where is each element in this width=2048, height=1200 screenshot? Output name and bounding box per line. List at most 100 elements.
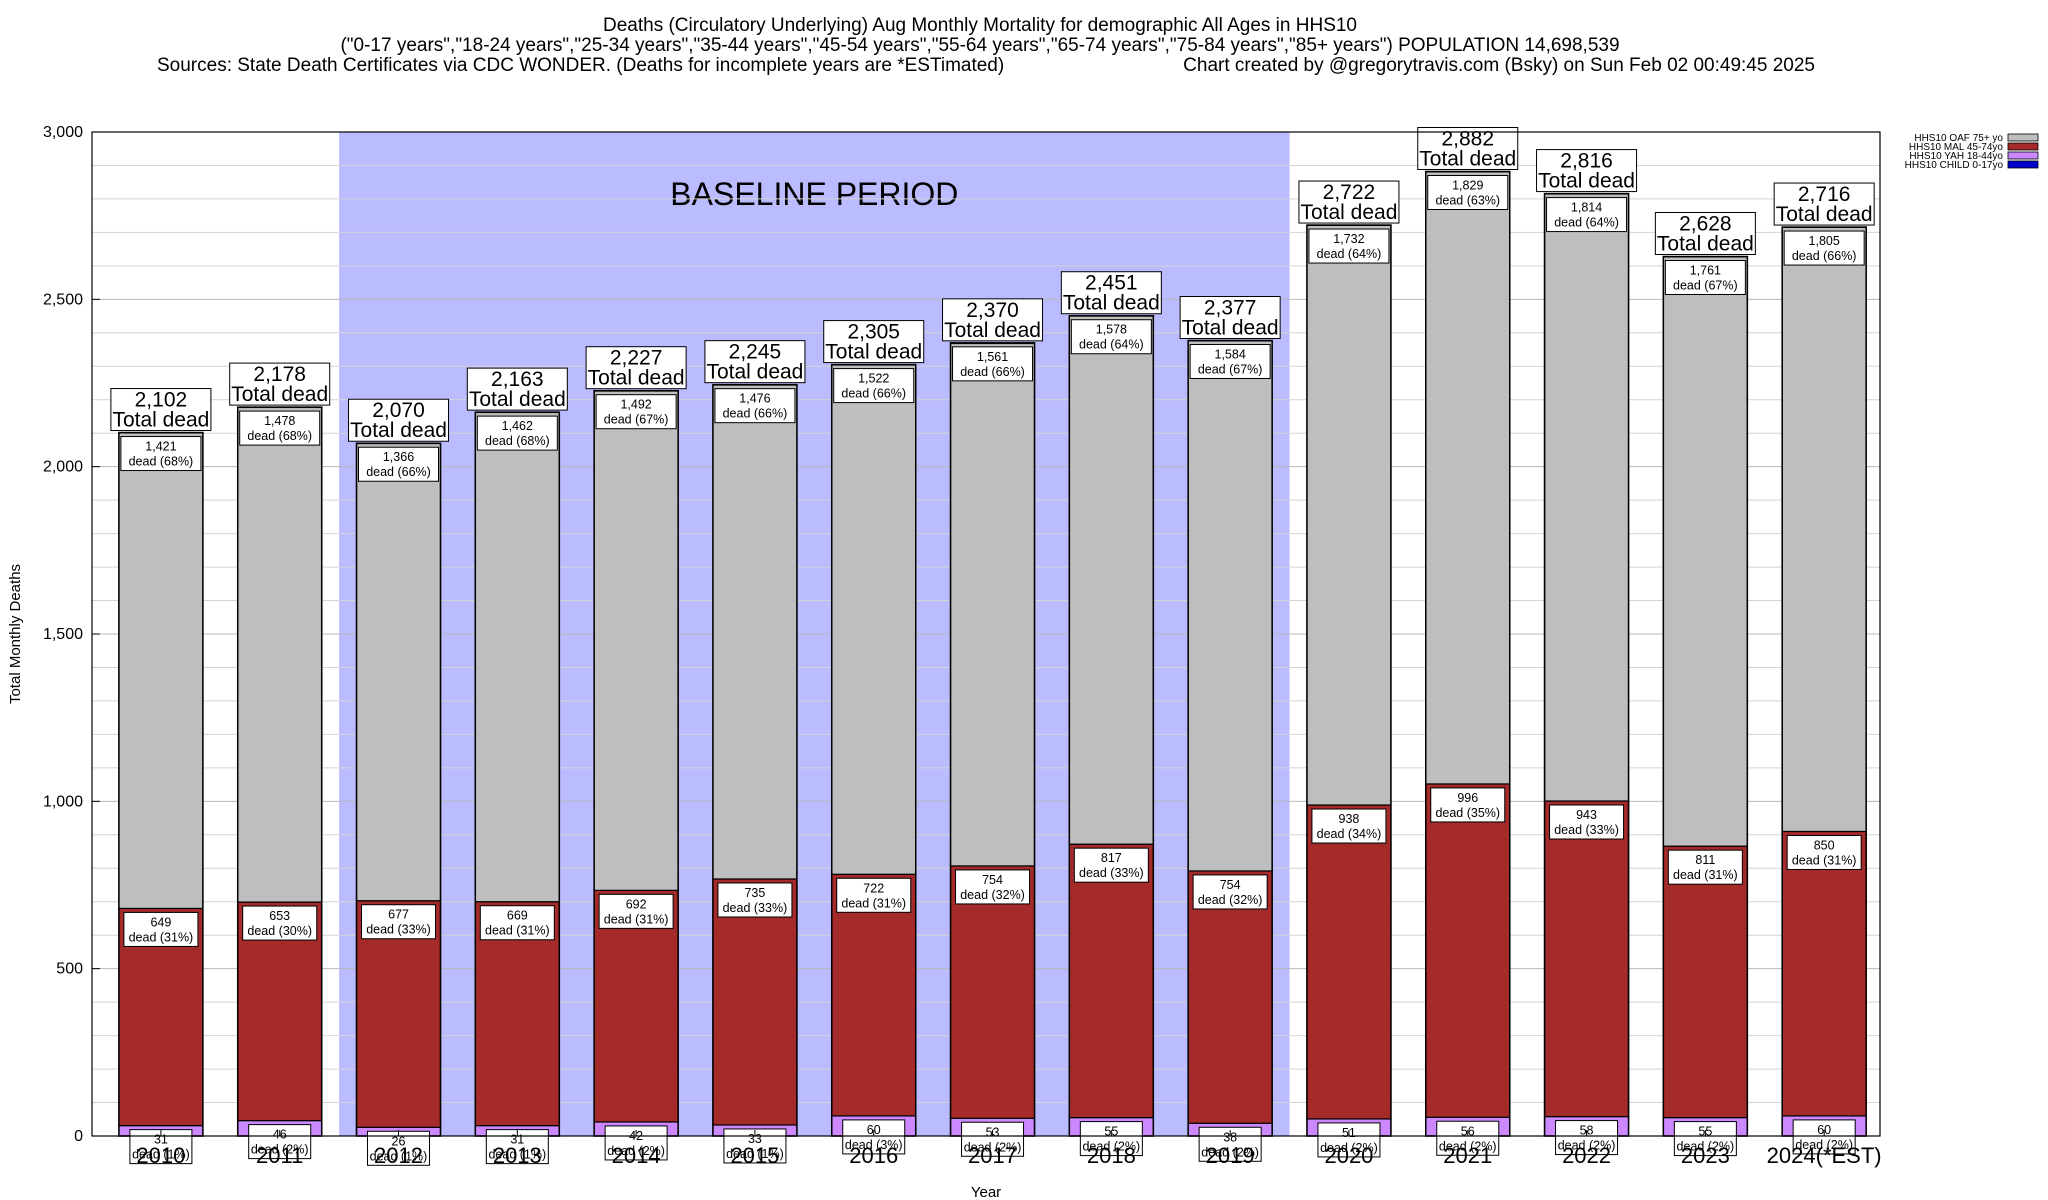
mal-label-value: 817 <box>1101 851 1122 865</box>
total-label-value: 2,070 <box>372 399 425 422</box>
mal-label-box <box>123 911 199 947</box>
bar-segment <box>949 342 1036 867</box>
legend-swatch <box>2007 151 2039 160</box>
oaf-label-value: 1,421 <box>145 440 176 454</box>
bar-segment <box>1306 224 1392 806</box>
mal-label-box <box>1192 874 1268 910</box>
legend-swatch <box>2007 142 2039 151</box>
oaf-label-pct: dead (64%) <box>1079 338 1144 352</box>
mal-label-value: 754 <box>982 873 1003 887</box>
oaf-label-box <box>1308 228 1390 264</box>
oaf-label-value: 1,761 <box>1690 263 1721 277</box>
oaf-label-box <box>476 415 558 451</box>
total-label-suffix: Total dead <box>1182 316 1279 339</box>
mal-label-box <box>361 904 437 940</box>
mal-label-pct: dead (33%) <box>1079 866 1144 880</box>
oaf-label-pct: dead (67%) <box>1673 278 1738 292</box>
total-label-suffix: Total dead <box>1300 201 1397 224</box>
oaf-label-box <box>239 410 321 446</box>
oaf-label-pct: dead (68%) <box>129 455 194 469</box>
yah-label-value: 60 <box>1817 1123 1831 1137</box>
mal-label-value: 943 <box>1576 808 1597 822</box>
y-axis-label: Total Monthly Deaths <box>7 564 24 704</box>
x-tick-label: 2011 <box>256 1143 303 1168</box>
yah-label-box <box>1079 1121 1143 1157</box>
yah-label-pct: dead (2%) <box>964 1140 1022 1154</box>
legend-item: HHS10 CHILD 0-17yo <box>1905 160 2039 171</box>
bar-segment <box>593 889 679 1123</box>
total-label-box <box>704 340 806 384</box>
oaf-label-value: 1,732 <box>1333 232 1364 246</box>
bar-segment <box>474 411 560 903</box>
x-tick-label: 2022 <box>1562 1143 1611 1168</box>
total-label-value: 2,451 <box>1085 272 1138 295</box>
bar-segment <box>831 873 917 1117</box>
total-label-suffix: Total dead <box>588 367 685 390</box>
oaf-label-value: 1,805 <box>1809 234 1840 248</box>
total-label-suffix: Total dead <box>469 388 566 411</box>
total-label-box <box>585 346 687 390</box>
total-label-value: 2,227 <box>610 347 663 370</box>
total-label-suffix: Total dead <box>112 409 209 432</box>
mal-label-box <box>1549 804 1625 840</box>
bar-segment <box>1662 845 1748 1119</box>
bar-segment <box>1543 193 1630 802</box>
y-tick-label: 2,500 <box>43 291 83 308</box>
chart-title-line-1: Deaths (Circulatory Underlying) Aug Mont… <box>603 15 1357 36</box>
total-label-value: 2,882 <box>1441 127 1494 150</box>
total-label-box <box>229 362 331 406</box>
total-label-suffix: Total dead <box>706 361 803 384</box>
bar-segment <box>1068 315 1154 845</box>
bar-segment <box>1306 804 1392 1120</box>
mal-label-value: 653 <box>269 909 290 923</box>
y-tick-label: 2,000 <box>43 459 83 476</box>
oaf-label-pct: dead (68%) <box>485 434 550 448</box>
oaf-label-value: 1,366 <box>383 450 414 464</box>
bar-segment <box>712 384 798 880</box>
yah-label-value: 26 <box>392 1134 406 1148</box>
mal-label-pct: dead (35%) <box>1435 806 1500 820</box>
bar-segment <box>118 432 204 910</box>
axis-layer: 0 500 1,000 1,500 2,000 2,500 3,000 2010 2011 201… <box>43 124 1882 1168</box>
total-label-box <box>1536 149 1638 193</box>
legend-item: HHS10 MAL 45-74yo <box>1909 142 2039 153</box>
oaf-label-box <box>120 436 202 472</box>
legend-item: HHS10 YAH 18-44yo <box>1909 151 2039 162</box>
total-label-box <box>942 298 1044 342</box>
oaf-label-value: 1,829 <box>1452 178 1483 192</box>
oaf-label-value: 1,476 <box>739 392 770 406</box>
legend-label: HHS10 YAH 18-44yo <box>1909 151 2003 162</box>
yah-label-box <box>1317 1122 1381 1158</box>
oaf-label-value: 1,561 <box>977 350 1008 364</box>
x-tick-label: 2017 <box>968 1143 1017 1168</box>
oaf-label-box <box>358 446 440 482</box>
mal-label-value: 692 <box>626 897 647 911</box>
mal-label-value: 850 <box>1814 838 1835 852</box>
bar-segment <box>831 364 917 875</box>
yah-label-pct: dead (2%) <box>1082 1140 1140 1154</box>
bar-segment <box>949 865 1036 1119</box>
mal-label-pct: dead (33%) <box>366 923 431 937</box>
total-label-suffix: Total dead <box>231 383 328 406</box>
x-tick-label: 2020 <box>1324 1143 1373 1168</box>
mal-label-box <box>1667 849 1743 885</box>
yah-label-pct: dead (2%) <box>607 1144 665 1158</box>
chart-title-sources: Sources: State Death Certificates via CD… <box>157 55 1004 76</box>
mal-label-box <box>955 869 1031 905</box>
yah-label-pct: dead (2%) <box>1320 1141 1378 1155</box>
oaf-label-pct: dead (66%) <box>723 407 788 421</box>
